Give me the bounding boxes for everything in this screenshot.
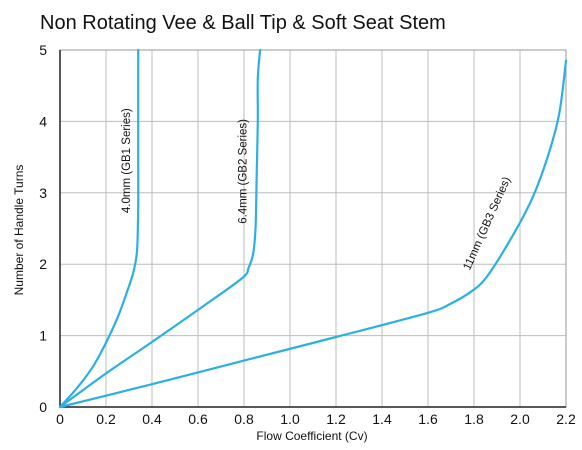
x-tick-label: 1.4 [372,411,392,427]
x-tick-label: 0.8 [234,411,254,427]
x-tick-label: 2.0 [510,411,530,427]
tick-labels: 0 0.2 0.4 0.6 0.8 1.0 1.2 1.4 1.6 1.8 2.0 2.2 0 1 2 3 4 5 [39,42,576,427]
x-axis-label: Flow Coefficient (Cv) [256,429,367,443]
x-tick-label: 1.2 [326,411,346,427]
series-label-3: 11mm (GB3 Series) [461,175,513,272]
x-tick-label: 2.2 [556,411,576,427]
y-tick-label: 3 [39,185,47,201]
x-tick-label: 0.6 [188,411,208,427]
series-label-2: 6.4mm (GB2 Series) [237,119,249,224]
y-tick-label: 4 [39,113,47,129]
axes [59,50,566,408]
series-labels: 4.0mm (GB1 Series) 6.4mm (GB2 Series) 11mm… [121,108,513,272]
grid [59,49,567,408]
y-tick-label: 0 [39,399,47,415]
series [58,48,568,409]
x-tick-label: 1.0 [280,411,300,427]
y-tick-label: 1 [39,328,47,344]
y-axis-label: Number of Handle Turns [12,165,26,296]
x-tick-label: 0.4 [142,411,162,427]
series-line-3 [58,59,568,409]
series-line-1 [58,48,140,409]
y-tick-label: 2 [39,256,47,272]
y-tick-label: 5 [39,42,47,58]
chart-title: Non Rotating Vee & Ball Tip & Soft Seat … [40,12,446,34]
x-tick-label: 1.8 [464,411,484,427]
series-line-2 [58,48,262,409]
x-tick-label: 0.2 [96,411,116,427]
series-label-1: 4.0mm (GB1 Series) [121,108,133,213]
x-tick-label: 1.6 [418,411,438,427]
x-tick-label: 0 [56,411,64,427]
